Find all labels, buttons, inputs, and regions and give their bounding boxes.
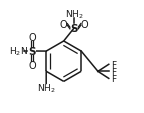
Text: O: O bbox=[60, 20, 68, 30]
Text: O: O bbox=[81, 20, 88, 30]
Text: F: F bbox=[111, 74, 116, 83]
Text: O: O bbox=[28, 60, 36, 70]
Text: F: F bbox=[111, 67, 116, 76]
Text: NH$_2$: NH$_2$ bbox=[37, 82, 55, 94]
Text: NH$_2$: NH$_2$ bbox=[65, 8, 83, 21]
Text: S: S bbox=[70, 24, 78, 34]
Text: S: S bbox=[28, 47, 36, 56]
Text: H$_2$N: H$_2$N bbox=[9, 45, 28, 58]
Text: O: O bbox=[28, 33, 36, 43]
Text: F: F bbox=[111, 60, 116, 69]
